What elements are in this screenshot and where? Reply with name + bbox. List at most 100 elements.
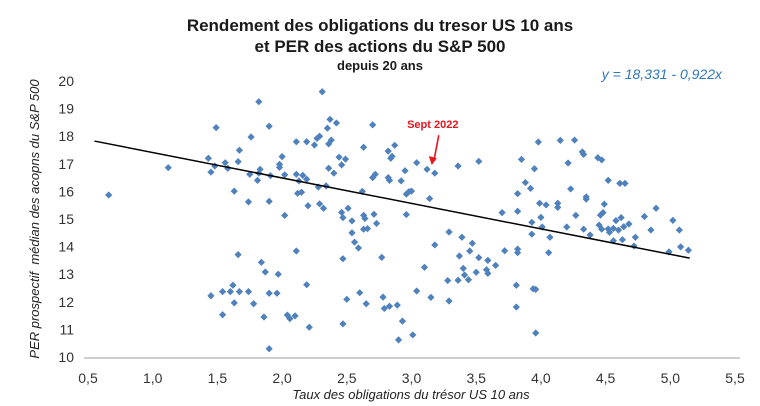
data-point (542, 201, 550, 209)
data-point (361, 214, 369, 223)
data-point (572, 211, 580, 220)
y-tick-label: 20 (58, 73, 74, 89)
data-point (230, 187, 238, 195)
data-point (244, 287, 253, 296)
x-tick-label: 2,5 (337, 370, 357, 386)
data-point (371, 170, 379, 178)
data-point (247, 133, 255, 141)
data-point (379, 293, 387, 301)
data-point (356, 289, 364, 297)
data-point (319, 204, 328, 212)
x-tick-label: 4,5 (596, 370, 616, 386)
x-tick-label: 5,5 (725, 370, 745, 386)
data-point (253, 176, 262, 184)
data-point (273, 289, 281, 297)
data-point (605, 228, 614, 236)
data-point (413, 159, 421, 167)
data-point (388, 152, 396, 160)
data-point (431, 169, 439, 177)
trendline (94, 140, 690, 259)
data-point (226, 287, 234, 296)
data-point (401, 167, 409, 175)
data-point (402, 190, 410, 198)
data-point (363, 225, 372, 233)
sept-2022-annotation: Sept 2022 (407, 119, 458, 166)
data-point (554, 199, 562, 207)
annotation-arrow (433, 135, 440, 162)
data-point (327, 136, 335, 144)
data-point (536, 199, 544, 207)
data-point (297, 188, 306, 196)
data-point (669, 216, 677, 224)
data-point (600, 200, 608, 208)
data-point (338, 161, 346, 169)
data-point (567, 185, 575, 193)
data-point (468, 239, 476, 247)
data-point (360, 143, 368, 151)
y-tick-label: 17 (58, 156, 74, 172)
data-point (303, 281, 311, 289)
data-point (265, 345, 273, 353)
data-point (343, 295, 351, 303)
x-tick-label: 3,5 (466, 370, 486, 386)
data-point (325, 164, 333, 172)
data-point (444, 276, 452, 285)
data-point (260, 313, 268, 321)
annotation-label: Sept 2022 (407, 119, 458, 131)
chart-subtitle: depuis 20 ans (337, 58, 423, 73)
data-point (675, 226, 683, 234)
data-point (514, 249, 522, 257)
data-point (614, 226, 623, 234)
data-point (255, 98, 263, 106)
x-tick-label: 5,0 (661, 370, 681, 386)
data-point (286, 315, 294, 323)
data-point (326, 115, 334, 123)
data-point (534, 138, 542, 146)
data-point (413, 287, 421, 295)
data-point (420, 263, 429, 271)
data-point (475, 157, 483, 165)
data-point (344, 204, 352, 212)
data-point (292, 247, 300, 255)
data-point (291, 312, 299, 320)
data-point (598, 156, 606, 164)
y-tick-label: 12 (58, 294, 74, 310)
data-point (335, 153, 343, 161)
data-point (556, 136, 564, 144)
data-point (630, 242, 638, 250)
data-point (370, 210, 378, 218)
data-point (235, 146, 243, 154)
data-point (586, 231, 594, 239)
data-point (310, 141, 319, 149)
data-point (526, 184, 535, 192)
data-point (472, 268, 480, 276)
y-tick-label: 15 (58, 211, 74, 227)
data-point (564, 159, 572, 167)
data-points (105, 88, 693, 353)
data-point (250, 300, 258, 308)
y-axis-label: PER prospectif médian des acopns du S&P … (27, 79, 42, 359)
data-point (563, 223, 571, 231)
data-point (580, 150, 588, 159)
data-point (207, 292, 215, 300)
data-point (454, 162, 462, 170)
data-point (292, 138, 300, 146)
data-point (339, 214, 347, 222)
x-tick-label: 1,5 (208, 370, 228, 386)
data-point (517, 155, 526, 163)
data-point (323, 124, 331, 132)
data-point (218, 287, 227, 296)
data-point (330, 169, 338, 177)
data-point (514, 207, 522, 215)
data-point (402, 210, 410, 219)
data-point (234, 157, 242, 166)
data-point (445, 297, 453, 305)
x-axis-ticks: 0,5 1,0 1,5 2,0 2,5 3,0 3,5 4,0 4,5 5,0 5,5 (78, 370, 745, 386)
data-point (350, 238, 359, 246)
data-point (332, 119, 341, 127)
data-point (369, 121, 377, 129)
data-point (427, 293, 435, 301)
data-point (617, 214, 625, 222)
data-point (445, 228, 453, 236)
